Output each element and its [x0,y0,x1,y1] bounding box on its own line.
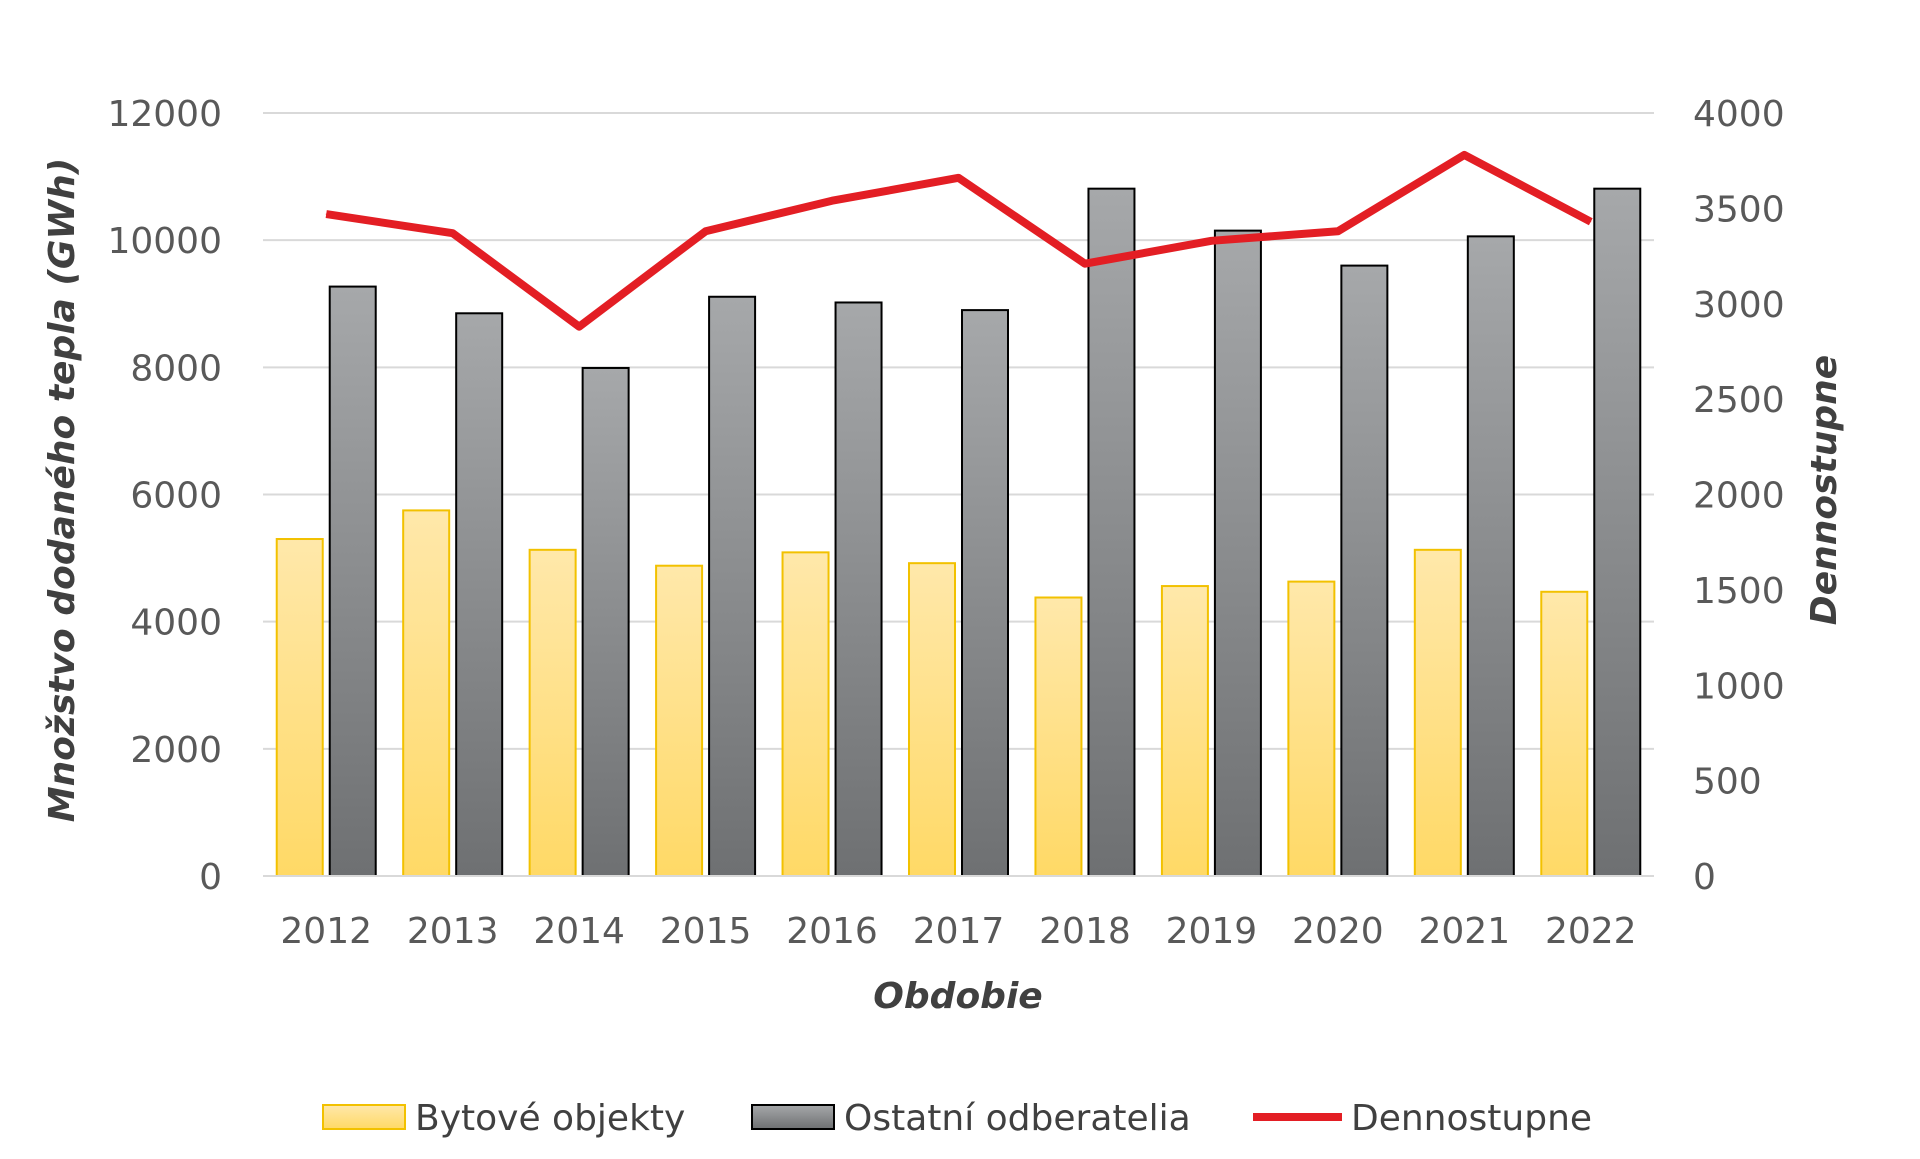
x-tick-label: 2013 [407,911,499,952]
point-dennostupne [1084,263,1086,265]
point-dennostupne [1463,154,1465,156]
point-dennostupne [1337,230,1339,232]
legend-swatch-bytove-objekty [322,1104,406,1130]
bar-bytove-objekty [908,562,956,877]
y2-tick-label: 4000 [1693,94,1785,135]
y-tick-label: 10000 [107,221,222,262]
legend-swatch-ostatni-odberatelia [751,1104,835,1130]
point-dennostupne [578,326,580,328]
x-axis-ticks: 2012 2013 2014 2015 2016 2017 2018 2019 2020 2021… [280,911,1636,952]
point-dennostupne [705,230,707,232]
y-axis-right-ticks: 0 500 1000 1500 2000 2500 3000 3500 4000 [1693,94,1785,898]
bar-ostatni-odberatelia [455,312,504,878]
x-tick-label: 2012 [280,911,372,952]
bar-ostatni-odberatelia [708,295,757,877]
y2-tick-label: 0 [1693,857,1716,898]
bar-ostatni-odberatelia [328,285,377,877]
bar-ostatni-odberatelia [1340,264,1389,878]
legend-item-dennostupne: Dennostupne [1253,1098,1592,1139]
legend-label-dennostupne: Dennostupne [1351,1098,1592,1139]
bar-ostatni-odberatelia [581,366,630,877]
point-dennostupne [1590,221,1592,223]
bar-bytove-objekty [1540,590,1589,877]
legend-label-ostatni-odberatelia: Ostatní odberatelia [844,1098,1191,1139]
bar-bytove-objekty [655,564,704,877]
y-tick-label: 0 [199,857,222,898]
y2-tick-label: 2500 [1693,380,1785,421]
point-dennostupne [958,177,959,179]
y-tick-label: 12000 [107,94,222,135]
y-tick-label: 8000 [130,348,222,389]
point-dennostupne [1210,240,1212,242]
point-dennostupne [831,200,833,202]
y2-tick-label: 1500 [1693,571,1785,612]
bar-bytove-objekty [1160,585,1209,877]
y-axis-left-ticks: 0 2000 4000 6000 8000 10000 12000 [107,94,222,898]
y-axis-left-title: Množstvo dodaného tepla (GWh) [42,158,83,822]
bar-bytove-objekty [275,538,324,878]
bars [275,187,1642,878]
y2-tick-label: 3500 [1693,189,1785,230]
x-tick-label: 2017 [913,911,1005,952]
y-axis-right-title: Dennostupne [1804,355,1845,625]
bar-ostatni-odberatelia [961,309,1009,877]
legend-item-bytove-objekty: Bytové objekty [322,1098,685,1139]
x-tick-label: 2016 [786,911,878,952]
bar-bytove-objekty [528,548,577,877]
y-tick-label: 4000 [130,603,222,644]
y2-tick-label: 2000 [1693,476,1785,517]
y2-tick-label: 500 [1693,762,1762,803]
bar-ostatni-odberatelia [1087,187,1136,877]
x-tick-label: 2018 [1039,911,1131,952]
x-axis-title: Obdobie [873,976,1042,1017]
y-tick-label: 2000 [130,730,222,771]
bar-ostatni-odberatelia [834,301,883,877]
bar-bytove-objekty [781,551,830,877]
x-tick-label: 2020 [1292,911,1384,952]
bar-bytove-objekty [1034,596,1083,877]
bar-bytove-objekty [1413,548,1462,877]
bar-ostatni-odberatelia [1213,229,1262,878]
y2-tick-label: 3000 [1693,285,1785,326]
legend-label-bytove-objekty: Bytové objekty [415,1098,685,1139]
y-tick-label: 6000 [130,476,222,517]
point-dennostupne [452,232,454,234]
x-tick-label: 2021 [1419,911,1511,952]
line-series [325,150,1593,331]
legend: Bytové objekty Ostatní odberatelia Denno… [322,1098,1592,1139]
x-tick-label: 2014 [533,911,625,952]
y2-tick-label: 1000 [1693,666,1785,707]
point-dennostupne [325,213,327,215]
x-tick-label: 2019 [1166,911,1258,952]
bar-bytove-objekty [1287,580,1336,878]
x-tick-label: 2015 [660,911,752,952]
bar-ostatni-odberatelia [1593,187,1642,877]
bar-ostatni-odberatelia [1466,235,1515,877]
x-tick-label: 2022 [1545,911,1637,952]
bar-bytove-objekty [402,509,451,877]
legend-item-ostatni-odberatelia: Ostatní odberatelia [751,1098,1191,1139]
